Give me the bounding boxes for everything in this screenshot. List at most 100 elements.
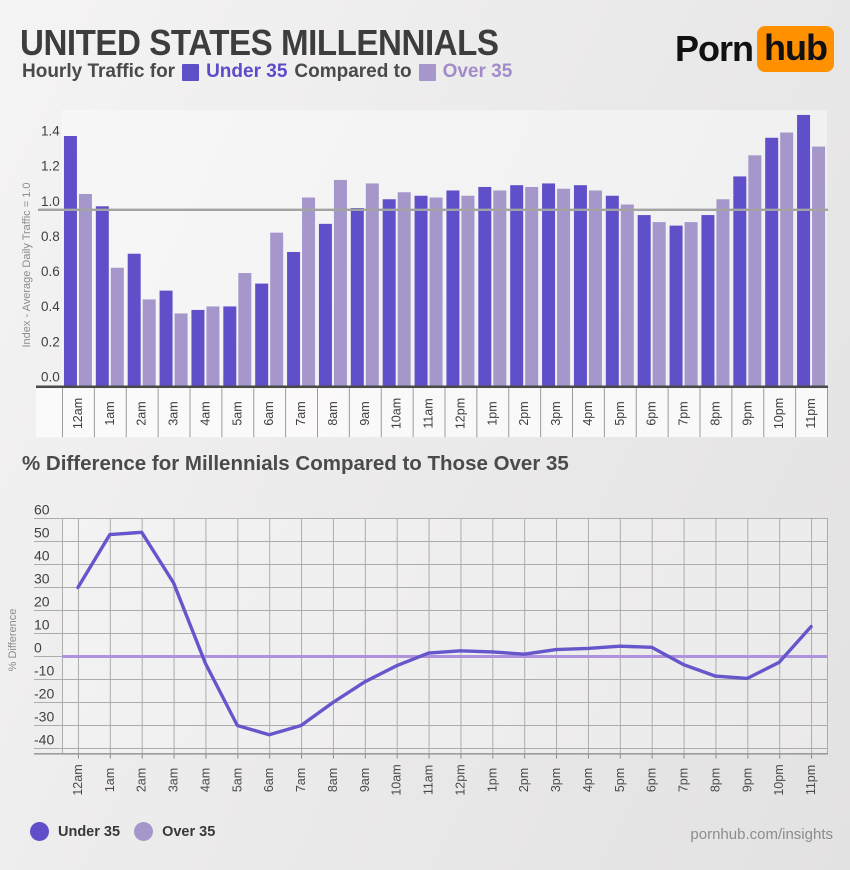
bar-under-35 (605, 195, 619, 386)
line-y-tick-label: -40 (34, 732, 54, 748)
v-gridline (460, 518, 462, 753)
bar-x-tick-label: 2pm (517, 401, 531, 425)
bar-x-tick-label: 10pm (772, 398, 786, 429)
line-x-tick-label: 9am (358, 768, 372, 792)
hour-cell-separator (348, 388, 350, 438)
bar-over-35 (397, 192, 411, 386)
over-35-zero-line (62, 655, 827, 658)
x-tick-mark (747, 754, 749, 759)
bar-x-tick-label: 7am (294, 401, 308, 425)
h-gridline (34, 725, 828, 726)
line-x-tick-label: 3am (167, 768, 181, 792)
x-tick-mark (109, 754, 111, 759)
v-gridline (651, 518, 653, 753)
bar-y-tick-label: 1.2 (41, 159, 60, 174)
line-y-tick-label: -20 (34, 686, 54, 702)
bar-under-35 (255, 283, 269, 386)
logo-hub-text: hub (764, 27, 828, 68)
hour-cell-separator (603, 388, 605, 438)
bar-y-tick-label: 1.4 (41, 124, 60, 139)
bar-over-35 (716, 199, 730, 386)
bar-x-tick-label: 4am (198, 401, 212, 425)
line-x-tick-label: 11am (422, 765, 436, 795)
x-tick-mark (460, 754, 462, 759)
bar-y-tick-label: 0.2 (41, 334, 60, 349)
v-gridline (492, 518, 494, 753)
x-tick-mark (524, 754, 526, 759)
bar-x-tick-label: 8pm (708, 401, 722, 425)
line-x-tick-label: 9pm (740, 768, 754, 792)
x-tick-mark (173, 754, 175, 759)
bar-x-tick-label: 5pm (613, 401, 627, 425)
v-gridline (747, 518, 749, 753)
v-gridline (364, 518, 366, 753)
line-plot-panel (62, 518, 827, 753)
line-chart-title: % Difference for Millennials Compared to… (22, 452, 569, 475)
x-tick-mark (301, 754, 303, 759)
hour-cell-separator (157, 388, 159, 438)
bar-y-tick-label: 1.0 (41, 194, 60, 209)
v-gridline (587, 518, 589, 753)
logo-hub-badge: hub (757, 26, 834, 72)
bar-over-35 (780, 132, 794, 386)
v-gridline (683, 518, 685, 753)
legend-item-over-35: Over 35 (134, 822, 215, 841)
line-x-tick-label: 5am (230, 768, 244, 792)
v-gridline (811, 518, 813, 753)
bar-under-35 (318, 223, 332, 386)
x-tick-mark (715, 754, 717, 759)
legend-over-35-label: Over 35 (162, 823, 216, 840)
x-tick-mark (779, 754, 781, 759)
line-x-tick-label: 6am (262, 768, 276, 792)
hour-cell-separator (380, 388, 382, 438)
line-x-tick-label: 3pm (549, 768, 563, 792)
line-x-tick-label: 7am (294, 768, 308, 792)
line-x-tick-label: 5pm (613, 768, 627, 792)
bar-y-tick-label: 0.0 (41, 370, 60, 385)
bar-under-35 (542, 183, 556, 386)
under-35-difference-curve (76, 530, 813, 737)
line-y-tick-label: -10 (34, 663, 54, 679)
x-tick-mark (77, 754, 79, 759)
hour-cell-separator (635, 388, 637, 438)
line-y-axis-title: % Difference (7, 609, 19, 672)
page-title: UNITED STATES MILLENNIALS (20, 22, 499, 63)
x-tick-mark (332, 754, 334, 759)
bar-over-35 (652, 222, 666, 386)
v-gridline (62, 518, 63, 753)
x-tick-mark (619, 754, 621, 759)
bar-over-35 (333, 179, 347, 386)
line-y-tick-label: 10 (34, 617, 50, 633)
bar-under-35 (350, 208, 364, 386)
bar-under-35 (765, 137, 779, 386)
bar-under-35 (478, 186, 492, 386)
h-gridline (34, 748, 828, 749)
bar-under-35 (159, 290, 173, 386)
h-gridline (34, 702, 828, 703)
line-y-tick-label: 40 (34, 548, 50, 564)
hour-cell-separator (93, 388, 95, 438)
v-gridline (237, 518, 239, 753)
x-tick-mark (141, 754, 143, 759)
bar-over-35 (365, 183, 379, 386)
h-gridline (34, 541, 828, 542)
line-x-tick-label: 11pm (804, 765, 818, 795)
pornhub-logo: Porn hub (675, 26, 834, 72)
bar-under-35 (733, 176, 747, 386)
percent-difference-line-chart: 60 50 40 30 20 10 0 -10 -20 -30 -40 % Difference 12a… (7, 502, 828, 796)
line-x-tick-label: 4am (198, 768, 212, 792)
hour-cell-separator (827, 388, 828, 438)
x-tick-mark (651, 754, 653, 759)
v-gridline (827, 518, 828, 753)
bar-x-tick-label: 11pm (804, 398, 818, 428)
bar-under-35 (637, 215, 651, 386)
hour-cell-separator (317, 388, 318, 438)
bar-over-35 (461, 195, 475, 386)
bar-x-tick-label: 12pm (453, 398, 467, 429)
h-gridline (34, 679, 828, 680)
line-x-tick-label: 2am (135, 768, 149, 792)
v-gridline (77, 518, 79, 753)
bar-x-tick-label: 8am (326, 401, 340, 425)
hour-cell-separator (763, 388, 765, 438)
